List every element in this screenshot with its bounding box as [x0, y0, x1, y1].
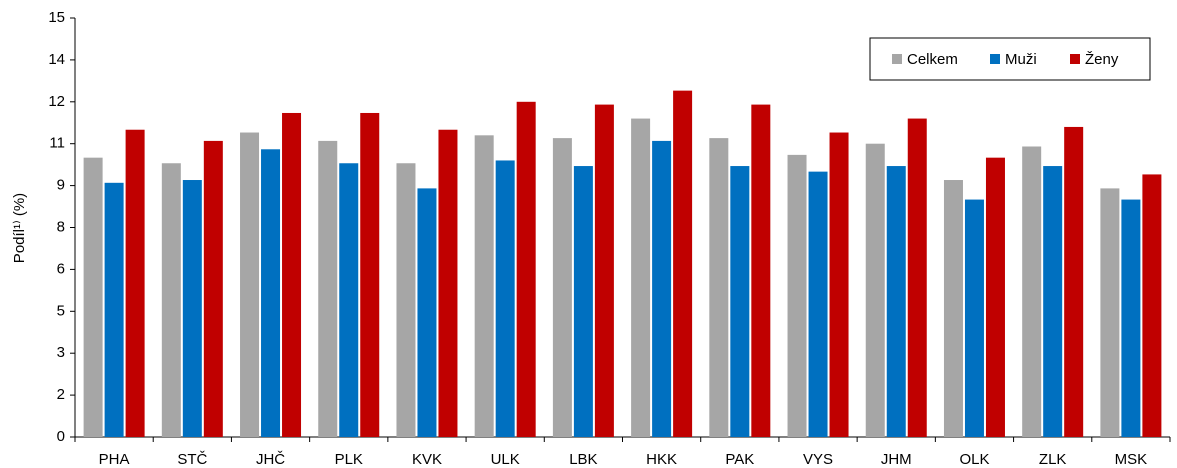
bar [474, 135, 494, 437]
bar [1142, 174, 1162, 437]
bar [1100, 188, 1120, 437]
bar [865, 143, 885, 437]
x-tick-label: KVK [412, 451, 442, 468]
bar [203, 140, 223, 437]
x-tick-label: VYS [803, 451, 833, 468]
x-tick-label: JHM [881, 451, 912, 468]
bar [943, 180, 963, 437]
x-tick-label: OLK [959, 451, 989, 468]
bar [552, 138, 572, 437]
bar [886, 166, 906, 437]
x-tick-label: PLK [335, 451, 363, 468]
bar [673, 90, 693, 438]
x-tick-label: ULK [491, 451, 520, 468]
bar [652, 140, 672, 437]
bar [360, 112, 380, 438]
x-tick-label: LBK [569, 451, 597, 468]
bar [787, 154, 807, 437]
y-tick-label: 2 [57, 386, 65, 403]
bar [339, 163, 359, 437]
legend-swatch [892, 54, 902, 64]
bar [417, 188, 437, 437]
x-tick-label: JHČ [256, 451, 285, 468]
bar [516, 101, 536, 438]
bar [104, 182, 124, 437]
bar [964, 199, 984, 437]
bar [282, 112, 302, 438]
y-axis-label: Podíl¹⁾ (%) [11, 193, 28, 263]
bar [495, 160, 515, 437]
y-tick-label: 6 [57, 260, 65, 277]
bar [985, 157, 1005, 437]
legend-box [869, 37, 1151, 81]
y-tick-label: 12 [48, 93, 65, 110]
legend-label: Muži [1005, 51, 1037, 68]
bar [161, 163, 181, 437]
bar [1064, 126, 1084, 437]
y-tick-label: 15 [48, 9, 65, 26]
bar [829, 132, 849, 437]
bar [240, 132, 260, 437]
bar [438, 129, 458, 437]
x-tick-label: STČ [177, 451, 207, 468]
bar [751, 104, 771, 438]
bar [318, 140, 338, 437]
bar [83, 157, 103, 437]
y-tick-label: 9 [57, 177, 65, 194]
bar [808, 171, 828, 437]
bar [1043, 166, 1063, 437]
x-tick-label: ZLK [1039, 451, 1067, 468]
y-tick-label: 5 [57, 302, 65, 319]
bar [573, 166, 593, 437]
x-tick-label: PHA [99, 451, 130, 468]
bar [907, 118, 927, 437]
bar [1121, 199, 1141, 437]
bar [125, 129, 145, 437]
bar [261, 149, 281, 437]
bar [1022, 146, 1042, 437]
legend-swatch [990, 54, 1000, 64]
x-tick-label: MSK [1115, 451, 1148, 468]
y-tick-label: 14 [48, 51, 65, 68]
bar [396, 163, 416, 437]
bar [709, 138, 729, 437]
bar [631, 118, 651, 437]
legend-label: Ženy [1085, 51, 1119, 68]
y-tick-label: 0 [57, 428, 65, 445]
bar [594, 104, 614, 438]
x-tick-label: HKK [646, 451, 677, 468]
x-tick-label: PAK [725, 451, 754, 468]
y-tick-label: 3 [57, 344, 65, 361]
legend-label: Celkem [907, 51, 958, 68]
y-tick-label: 8 [57, 218, 65, 235]
y-tick-label: 11 [49, 135, 65, 152]
bar [182, 180, 202, 437]
bar [730, 166, 750, 437]
legend-swatch [1070, 54, 1080, 64]
